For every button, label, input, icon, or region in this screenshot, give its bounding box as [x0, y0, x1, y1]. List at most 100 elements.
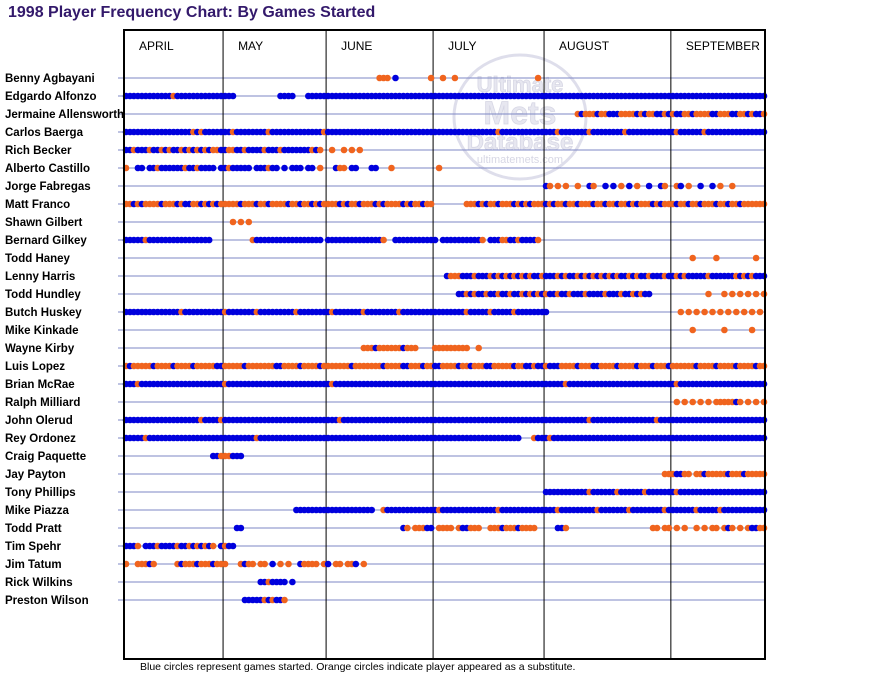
substitute-dot [689, 398, 696, 406]
substitute-dot [673, 398, 681, 406]
game-started-dot [677, 182, 685, 190]
player-labels: Benny Agbayani Edgardo Alfonzo Jermaine Al… [5, 73, 124, 607]
player-name: Brian McRae [5, 379, 75, 391]
game-started-dot [229, 542, 237, 550]
game-started-dot [392, 74, 399, 82]
substitute-dot [661, 182, 669, 190]
substitute-dot [752, 254, 760, 262]
game-started-dot [645, 290, 653, 298]
player-name: Todd Pratt [5, 523, 62, 535]
substitute-dot [701, 524, 708, 532]
substitute-dot [713, 524, 720, 532]
substitute-dot [348, 146, 356, 154]
game-started-dot [273, 164, 280, 172]
game-started-dot [324, 560, 332, 568]
substitute-dot [546, 182, 554, 190]
month-label: SEPTEMBER [686, 39, 760, 53]
game-started-dot [542, 308, 550, 316]
substitute-dot [736, 290, 744, 298]
substitute-dot [705, 398, 712, 406]
legend-footnote: Blue circles represent games started. Or… [140, 661, 576, 673]
substitute-dot [685, 470, 692, 478]
game-started-dot [602, 182, 609, 190]
player-name: Mike Kinkade [5, 325, 79, 337]
substitute-dot [447, 524, 455, 532]
substitute-dot [744, 398, 752, 406]
substitute-dot [404, 524, 411, 532]
player-name: Preston Wilson [5, 595, 89, 607]
game-started-dot [281, 164, 288, 172]
substitute-dot [475, 524, 483, 532]
substitute-dot [439, 74, 447, 82]
player-name: Rick Wilkins [5, 577, 73, 589]
row-gridlines [118, 77, 765, 601]
game-started-dot [709, 182, 716, 190]
substitute-dot [312, 560, 320, 568]
game-started-dot [281, 578, 288, 586]
substitute-dot [697, 398, 704, 406]
month-columns: APRIL MAY JUNE JULY AUGUST SEPTEMBER [139, 30, 760, 659]
game-started-dot [245, 164, 253, 172]
substitute-dot [633, 182, 641, 190]
game-started-dot [352, 560, 360, 568]
watermark-logo: Ultimate Mets Database ultimatemets.com [452, 53, 588, 181]
game-started-dot [697, 182, 704, 190]
player-name: Jorge Fabregas [5, 181, 91, 193]
chart-frame [123, 29, 766, 660]
substitute-dot [562, 182, 570, 190]
watermark-text: Mets [484, 95, 557, 131]
substitute-dot [245, 218, 253, 226]
game-started-dot [269, 560, 276, 568]
substitute-dot [463, 344, 471, 352]
substitute-dot [229, 218, 237, 226]
substitute-dot [717, 308, 724, 316]
substitute-dot [261, 560, 269, 568]
game-started-dot [316, 236, 324, 244]
game-started-dot [515, 434, 522, 442]
substitute-dot [677, 308, 685, 316]
substitute-dot [328, 146, 336, 154]
substitute-dot [693, 308, 700, 316]
substitute-dot [340, 146, 348, 154]
substitute-dot [316, 146, 324, 154]
substitute-dot [479, 236, 486, 244]
substitute-dot [729, 524, 736, 532]
month-label: APRIL [139, 39, 174, 53]
substitute-dot [530, 524, 538, 532]
player-name: Tim Spehr [5, 541, 62, 553]
player-name: Edgardo Alfonzo [5, 91, 97, 103]
substitute-dot [221, 560, 229, 568]
substitute-dot [756, 308, 764, 316]
game-started-dot [645, 182, 653, 190]
substitute-dot [134, 542, 142, 550]
substitute-dot [340, 164, 348, 172]
player-name: Ralph Milliard [5, 397, 80, 409]
substitute-dot [748, 326, 756, 334]
player-name: Jay Payton [5, 469, 66, 481]
substitute-dot [237, 218, 245, 226]
substitute-dot [685, 182, 692, 190]
game-markers [122, 74, 768, 604]
month-label: JUNE [341, 39, 372, 53]
substitute-dot [653, 524, 661, 532]
substitute-dot [281, 596, 288, 604]
player-name: Rey Ordonez [5, 433, 76, 445]
substitute-dot [451, 74, 459, 82]
substitute-dot [554, 182, 562, 190]
game-started-dot [229, 92, 237, 100]
substitute-dot [150, 560, 157, 568]
substitute-dot [412, 344, 419, 352]
player-name: Craig Paquette [5, 451, 86, 463]
substitute-dot [665, 524, 673, 532]
substitute-dot [427, 74, 435, 82]
substitute-dot [729, 182, 736, 190]
player-name: Butch Huskey [5, 307, 82, 319]
game-started-dot [610, 182, 617, 190]
substitute-dot [360, 560, 368, 568]
substitute-dot [534, 74, 542, 82]
game-started-dot [352, 164, 360, 172]
player-name: Wayne Kirby [5, 343, 75, 355]
player-name: Matt Franco [5, 199, 70, 211]
game-started-dot [297, 164, 304, 172]
